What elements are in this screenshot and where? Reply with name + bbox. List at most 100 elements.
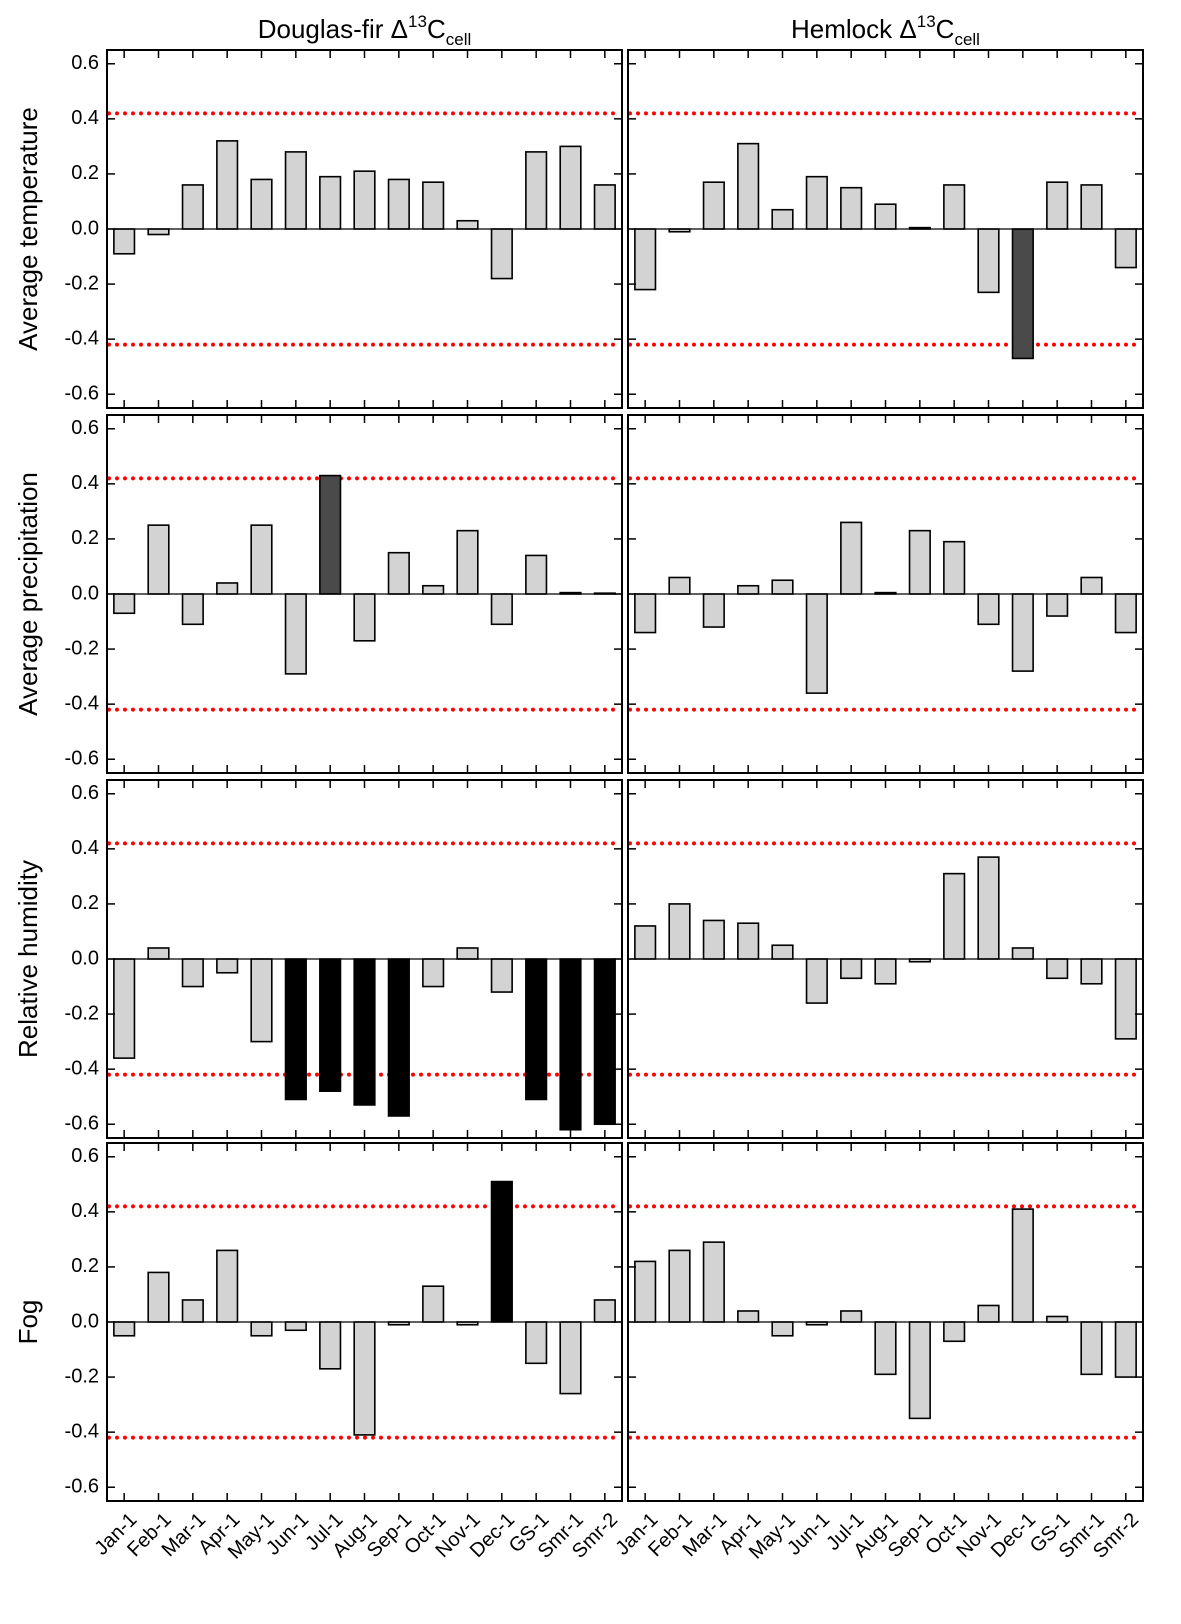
bar [1080,184,1103,230]
bar [250,1321,273,1337]
panel-frame [106,1142,623,1502]
title-sup: 13 [917,12,936,31]
bar [1080,958,1103,985]
panel-title: Hemlock Δ13Ccell [791,12,980,49]
bar [737,584,760,595]
y-axis-label: Relative humidity [13,860,43,1058]
bar [353,1321,376,1436]
title-sub: cell [954,30,980,49]
bar [943,184,966,230]
bar [771,579,794,595]
bar [1114,958,1137,1040]
y-tick-label: 0.0 [71,582,99,604]
bar [559,145,582,230]
bar [805,175,828,230]
bar [216,140,239,230]
bar [319,1321,342,1370]
bar [1011,593,1034,672]
bar [593,1299,616,1323]
bar [702,181,725,230]
bar [1114,1321,1137,1378]
bar [908,1321,931,1420]
bar [1011,228,1034,360]
y-axis-label: Fog [13,1300,43,1345]
y-tick-label: 0.2 [71,892,99,914]
bar [147,1271,170,1323]
bar [1114,593,1137,634]
bar [1114,228,1137,269]
bar [1080,576,1103,595]
panel-title: Douglas-fir Δ13Ccell [258,12,472,49]
bar [422,584,445,595]
bar [943,1321,966,1343]
y-tick-label: 0.6 [71,417,99,439]
y-tick-label: -0.6 [65,1113,99,1135]
bar [559,1321,582,1395]
bar [147,228,170,236]
y-tick-label: 0.4 [71,107,99,129]
bar [113,958,136,1059]
y-tick-label: -0.4 [65,692,99,714]
bar [353,958,376,1106]
bar [353,593,376,642]
y-tick-label: 0.2 [71,527,99,549]
bar [525,151,548,230]
y-tick-label: -0.4 [65,1057,99,1079]
bar [181,184,204,230]
bar [943,540,966,595]
bar [634,228,657,291]
y-tick-label: -0.4 [65,1420,99,1442]
y-tick-label: -0.6 [65,748,99,770]
title-sup: 13 [408,12,427,31]
bar [422,181,445,230]
bar [805,593,828,694]
bar [593,184,616,230]
bar [216,582,239,595]
bar [840,958,863,980]
bar [387,958,410,1117]
y-tick-label: -0.2 [65,637,99,659]
bar [113,593,136,615]
panel-frame [106,779,623,1139]
bar [977,1304,1000,1323]
bar [874,203,897,230]
bar [456,529,479,595]
bar [702,919,725,960]
bar [1011,1208,1034,1323]
bar [977,856,1000,960]
bar [422,1285,445,1323]
title-text: Douglas-fir Δ [258,14,408,44]
bar [525,958,548,1101]
bar [319,474,342,595]
panel-frame [106,49,623,409]
bar [284,593,307,675]
y-tick-label: 0.4 [71,472,99,494]
bar [490,958,513,993]
bar [284,1321,307,1332]
bar [737,1310,760,1323]
bar [634,925,657,960]
bar [387,178,410,230]
bar [943,872,966,960]
bar [805,958,828,1004]
bar [634,593,657,634]
bar [456,219,479,230]
y-tick-label: -0.2 [65,272,99,294]
bar [250,178,273,230]
bar [737,142,760,230]
bar [668,1249,691,1323]
bar [422,958,445,988]
y-tick-label: 0.6 [71,52,99,74]
bar [771,208,794,230]
title-text: Hemlock Δ [791,14,917,44]
bar [977,593,1000,626]
panel-frame [627,49,1144,409]
bar [284,151,307,230]
bar [771,944,794,960]
bar [559,958,582,1131]
y-tick-label: -0.2 [65,1365,99,1387]
bar [874,958,897,985]
bar [737,922,760,960]
bar [319,958,342,1092]
